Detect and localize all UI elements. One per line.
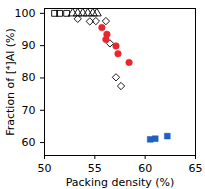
svg-text:70: 70 [22, 104, 36, 117]
svg-text:100: 100 [15, 7, 36, 20]
svg-text:65: 65 [189, 162, 203, 175]
svg-text:Fraction of [⁴]Al (%): Fraction of [⁴]Al (%) [4, 28, 17, 136]
svg-text:55: 55 [88, 162, 102, 175]
svg-text:50: 50 [38, 162, 52, 175]
svg-text:Packing density (%): Packing density (%) [66, 176, 175, 189]
svg-text:90: 90 [22, 39, 36, 52]
svg-text:80: 80 [22, 71, 36, 84]
svg-text:60: 60 [22, 136, 36, 149]
svg-text:60: 60 [138, 162, 152, 175]
